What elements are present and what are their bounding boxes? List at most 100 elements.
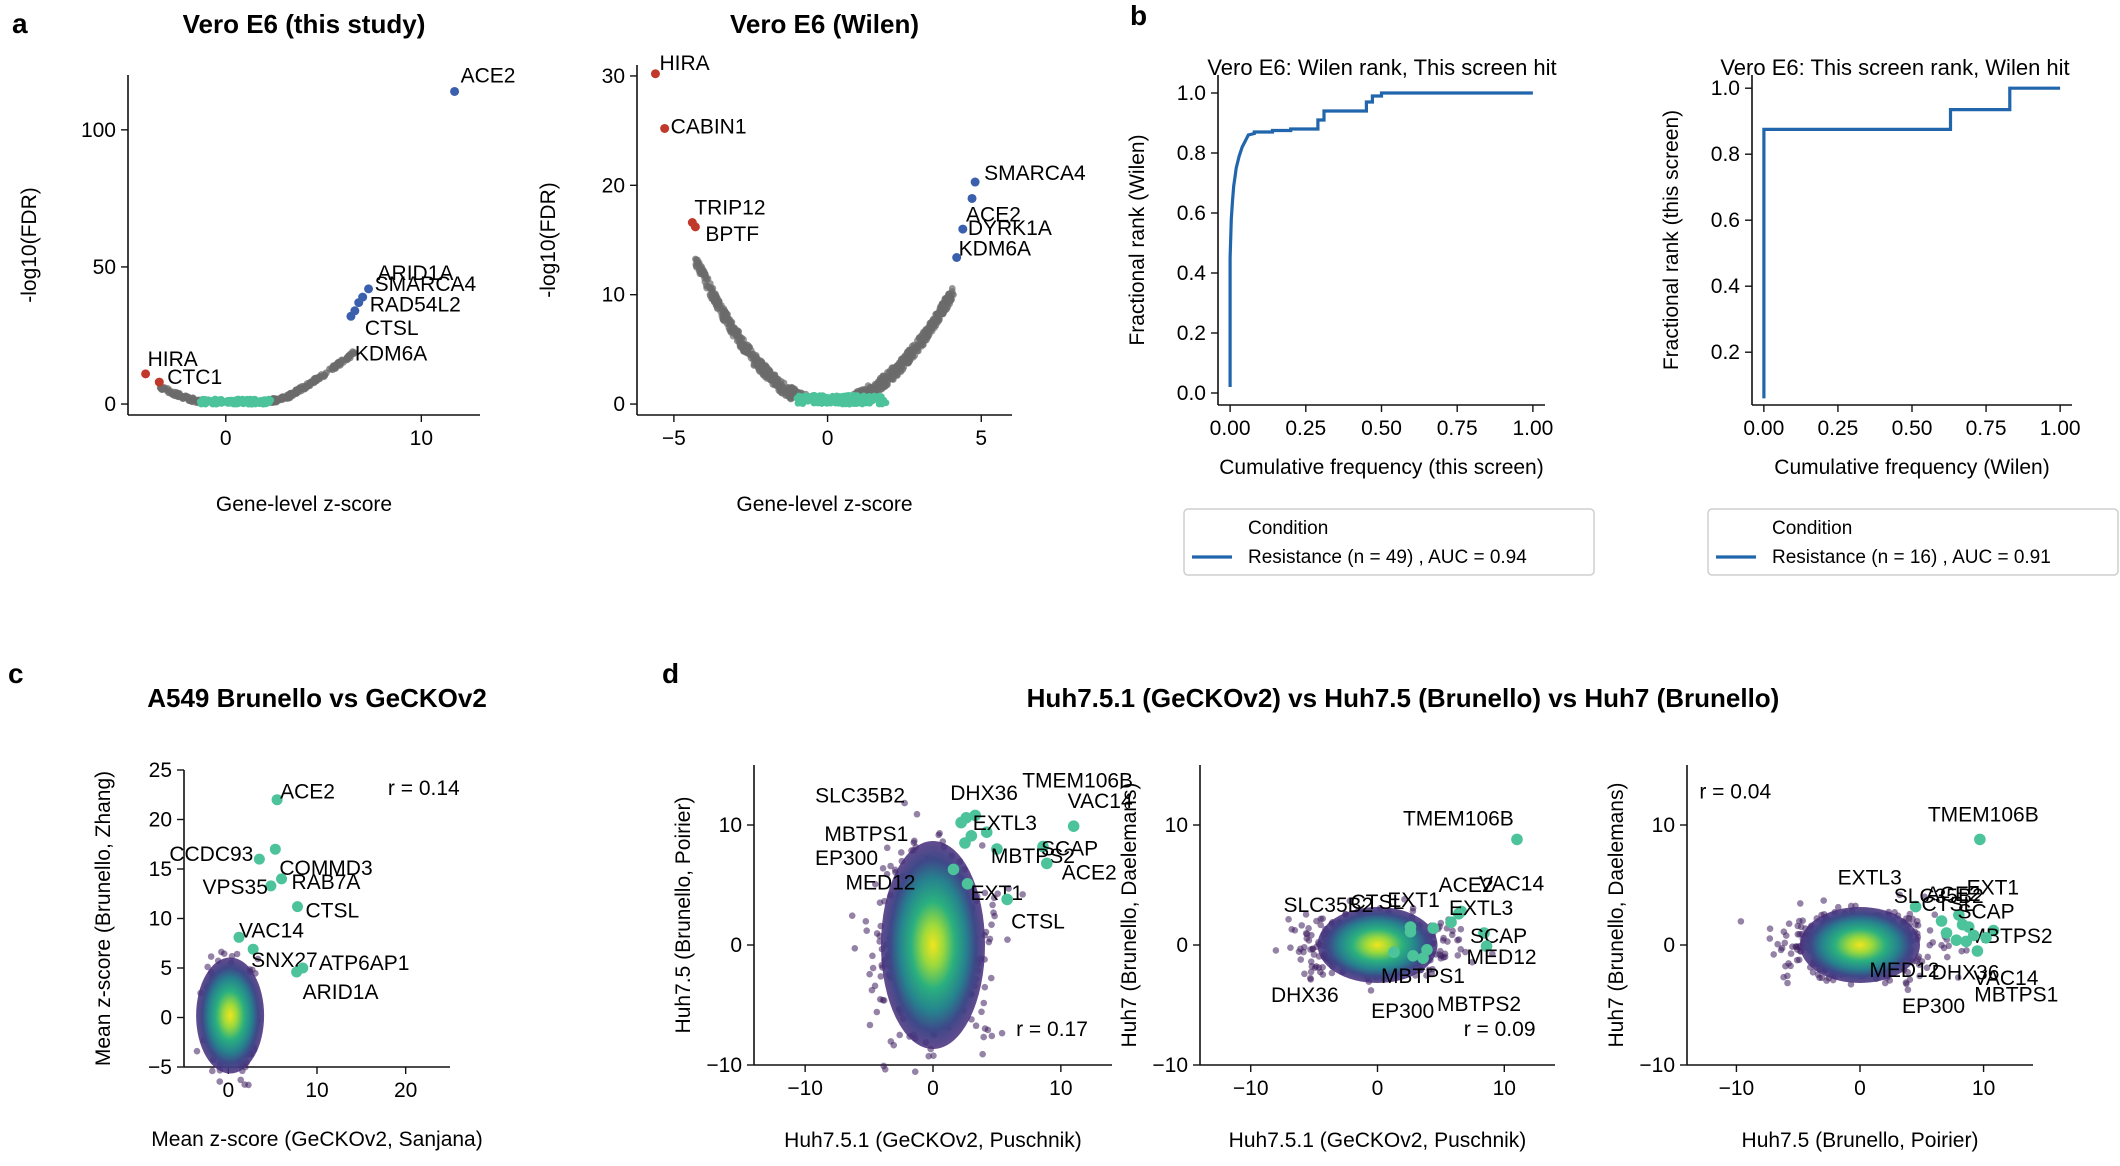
background-gene-point xyxy=(883,870,891,878)
point-label-tmem106b: TMEM106B xyxy=(1022,769,1133,792)
y-tick-label: 10 xyxy=(149,908,172,931)
y-axis-label: Huh7 (Brunello, Daelemans) xyxy=(1118,783,1141,1048)
highlight-point-ctsl xyxy=(291,901,303,913)
background-gene-point xyxy=(930,1052,937,1059)
background-gene-point xyxy=(751,354,759,362)
background-gene-point xyxy=(981,1025,989,1032)
background-gene-point xyxy=(897,849,905,856)
cumulative-rank-line xyxy=(1762,86,2061,399)
background-gene-point xyxy=(1317,921,1324,929)
control-gene-point xyxy=(224,397,232,405)
x-tick-label: 10 xyxy=(1049,1077,1072,1100)
background-gene-point xyxy=(1834,903,1842,911)
background-gene-point xyxy=(728,318,736,326)
background-gene-point xyxy=(863,927,870,935)
highlight-point-ctsl xyxy=(1001,893,1013,906)
background-gene-point xyxy=(1923,964,1931,972)
point-label-ace2: ACE2 xyxy=(461,64,516,87)
background-gene-point xyxy=(914,342,921,350)
background-gene-point xyxy=(1441,950,1449,958)
background-gene-point xyxy=(986,935,994,943)
highlight-point-slc35b2 xyxy=(955,816,967,829)
x-tick-label: 0.25 xyxy=(1817,417,1858,440)
highlight-point-tmem106b xyxy=(1974,833,1986,846)
background-gene-point xyxy=(887,862,894,870)
background-gene-point xyxy=(873,1008,881,1016)
background-gene-point xyxy=(1367,987,1375,994)
control-gene-point xyxy=(264,397,272,405)
point-label-smarca4: SMARCA4 xyxy=(375,273,477,296)
background-gene-point xyxy=(764,365,772,373)
y-tick-label: 0.4 xyxy=(1177,262,1207,285)
scatter-huh75-vs-huh7: −10 0 10 −10 0 10 Huh7.5 (Brunello, Poirier) Hu… xyxy=(1605,765,2058,1152)
highlight-point-vac14 xyxy=(1067,820,1080,832)
background-gene-point xyxy=(998,1029,1006,1037)
background-gene-point xyxy=(1310,951,1318,958)
background-gene-point xyxy=(1457,946,1465,953)
y-tick-label: −5 xyxy=(148,1056,172,1079)
background-gene-point xyxy=(1784,979,1791,987)
highlight-point-mbtps2 xyxy=(1940,927,1953,939)
cumulative-rank-line xyxy=(1228,91,1533,387)
background-gene-point xyxy=(189,395,197,403)
point-label-vac14: VAC14 xyxy=(239,919,304,942)
background-gene-point xyxy=(848,912,856,920)
background-gene-point xyxy=(987,974,995,982)
highlight-point-cabin1 xyxy=(660,123,670,133)
background-gene-point xyxy=(771,371,779,379)
density-core xyxy=(1800,907,1920,983)
highlight-point-slc35b2 xyxy=(1962,921,1975,933)
background-gene-point xyxy=(871,982,879,990)
y-tick-label: 0.8 xyxy=(1711,143,1740,166)
x-tick-label: −5 xyxy=(662,427,686,450)
point-label-vac14: VAC14 xyxy=(1973,967,2038,990)
correlation-label: r = 0.14 xyxy=(388,777,460,800)
correlation-label: r = 0.09 xyxy=(1464,1018,1536,1041)
point-label-atp6ap1: ATP6AP1 xyxy=(319,952,410,975)
background-gene-point xyxy=(1766,925,1774,932)
control-gene-point xyxy=(246,395,254,404)
background-gene-point xyxy=(1444,938,1451,945)
y-tick-label: −10 xyxy=(1152,1054,1188,1077)
legend-entry: Resistance (n = 16) , AUC = 0.91 xyxy=(1772,547,2051,568)
background-gene-point xyxy=(980,999,988,1007)
highlight-point-ctsl xyxy=(1935,915,1948,927)
y-tick-label: 0 xyxy=(1176,934,1188,957)
highlight-point-ext1 xyxy=(1427,922,1440,934)
highlight-point-extl3 xyxy=(1445,916,1457,928)
background-gene-point xyxy=(929,323,937,330)
y-tick-label: 5 xyxy=(160,957,172,980)
background-gene-point xyxy=(693,259,701,267)
background-gene-point xyxy=(1903,980,1910,988)
x-tick-label: 0 xyxy=(1372,1077,1384,1100)
x-axis-label: Cumulative frequency (Wilen) xyxy=(1774,456,2049,479)
highlight-point-extl3 xyxy=(980,826,993,838)
control-gene-point xyxy=(819,392,827,400)
background-gene-point xyxy=(1737,918,1745,925)
highlight-point-mbtps2 xyxy=(991,843,1003,855)
background-gene-point xyxy=(759,362,767,370)
x-tick-label: 20 xyxy=(394,1079,417,1102)
x-tick-label: 1.00 xyxy=(1512,417,1553,440)
background-gene-point xyxy=(1298,922,1306,929)
x-tick-label: 0.50 xyxy=(1892,417,1933,440)
background-gene-point xyxy=(862,918,870,925)
background-gene-point xyxy=(981,983,989,991)
x-tick-label: 10 xyxy=(410,427,433,450)
background-gene-point xyxy=(1926,927,1934,934)
background-gene-point xyxy=(869,964,877,972)
background-gene-point xyxy=(978,1008,985,1016)
x-axis-label: Huh7.5.1 (GeCKOv2, Puschnik) xyxy=(784,1129,1082,1152)
background-gene-point xyxy=(1778,944,1786,952)
point-label-tmem106b: TMEM106B xyxy=(1928,803,2039,826)
highlight-point-ep300 xyxy=(1417,952,1429,964)
background-gene-point xyxy=(979,1050,986,1058)
background-gene-point xyxy=(936,305,944,313)
point-label-ctsl: CTSL xyxy=(1922,893,1976,916)
highlight-point-arid1a xyxy=(364,284,374,294)
legend-box xyxy=(1707,508,2119,576)
legend-entry: Resistance (n = 49) , AUC = 0.94 xyxy=(1248,547,1527,568)
background-genes xyxy=(692,255,957,403)
